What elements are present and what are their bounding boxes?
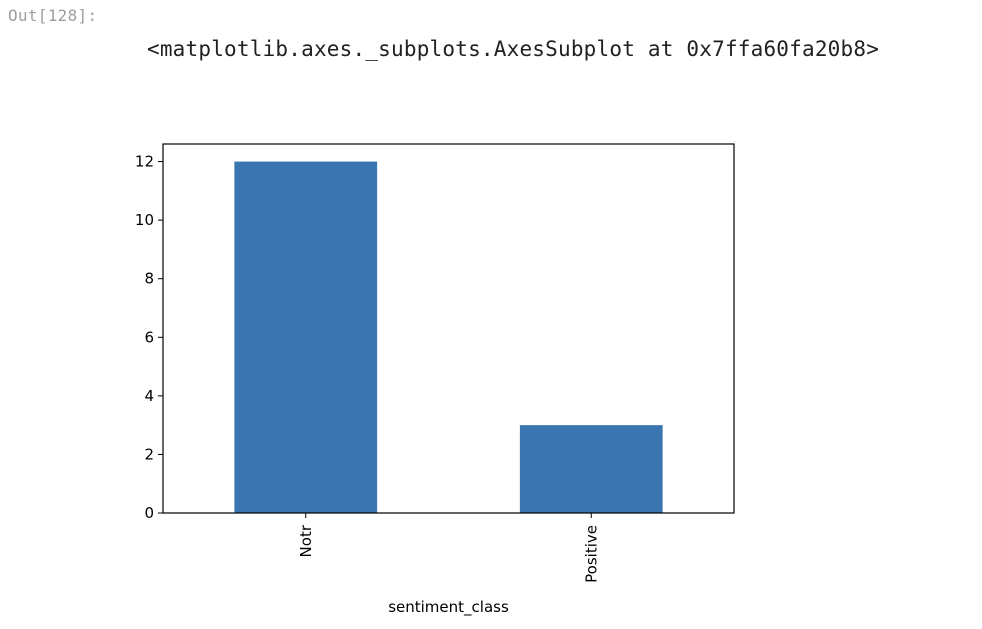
y-tick-label: 6	[144, 328, 154, 346]
output-repr-text: <matplotlib.axes._subplots.AxesSubplot a…	[147, 37, 880, 61]
bar-notr	[234, 161, 378, 514]
y-tick-label: 10	[135, 211, 154, 229]
x-ticks-group: Notr Positive	[297, 513, 600, 583]
bar-positive	[519, 425, 663, 513]
y-ticks-group: 0 2 4 6 8 10 12	[135, 153, 163, 522]
output-prompt: Out[128]:	[8, 6, 98, 25]
x-tick-label: Positive	[582, 525, 600, 583]
axes-frame	[162, 143, 735, 514]
y-tick-label: 2	[144, 445, 154, 463]
bars-group	[234, 161, 663, 514]
x-axis-label: sentiment_class	[388, 598, 509, 617]
y-tick-label: 12	[135, 153, 154, 171]
y-tick-label: 0	[144, 504, 154, 522]
y-tick-label: 8	[144, 270, 154, 288]
x-tick-label: Notr	[297, 524, 315, 557]
y-tick-label: 4	[144, 387, 154, 405]
